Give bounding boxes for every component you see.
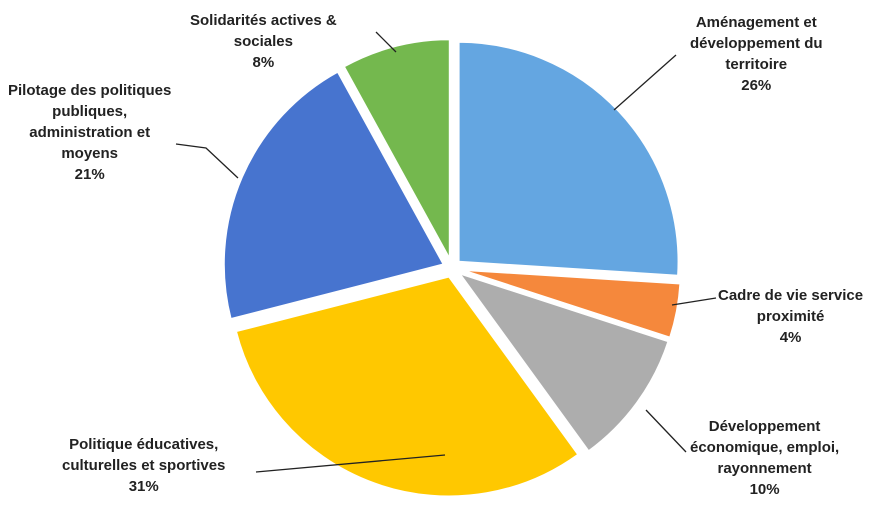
leader-line-politique-educatives [255, 454, 446, 473]
slice-value-politique-educatives: 31% [128, 478, 159, 495]
pie-slice-cadre-de-vie [460, 268, 682, 339]
slice-label-cadre-de-vie-line-1: Cadre de vie service [718, 287, 864, 304]
slice-value-developpement: 10% [749, 481, 780, 498]
slice-label-solidarites-line-1: Solidarités actives & [190, 12, 337, 29]
pie-slice-politique-educatives [234, 275, 580, 498]
slice-label-developpement: Développement économique, emploi, rayonn… [690, 416, 839, 500]
slice-label-developpement-line-2: économique, emploi, [690, 439, 840, 456]
leader-lines [175, 31, 717, 473]
slice-label-politique-educatives: Politique éducatives, culturelles et spo… [62, 434, 225, 497]
slice-label-developpement-line-1: Développement [708, 418, 821, 435]
pie-slices [222, 38, 682, 498]
slice-label-solidarites-line-2: sociales [233, 33, 293, 50]
slice-label-pilotage-line-3: administration et [29, 124, 151, 141]
slice-label-politique-educatives-line-2: culturelles et sportives [62, 457, 226, 474]
slice-label-developpement-line-3: rayonnement [717, 460, 812, 477]
slice-value-amenagement: 26% [741, 77, 772, 94]
slice-label-pilotage: Pilotage des politiques publiques, admin… [8, 80, 171, 185]
pie-slice-amenagement [457, 40, 680, 277]
slice-label-pilotage-line-2: publiques, [52, 103, 128, 120]
slice-label-solidarites: Solidarités actives & sociales 8% [190, 10, 337, 73]
slice-value-cadre-de-vie: 4% [779, 329, 802, 346]
slice-label-cadre-de-vie-line-2: proximité [756, 308, 825, 325]
slice-label-amenagement-line-2: développement du [690, 35, 823, 52]
leader-line-amenagement [613, 54, 677, 111]
slice-value-pilotage: 21% [74, 166, 105, 183]
slice-label-amenagement-line-1: Aménagement et [695, 14, 817, 31]
leader-line-solidarites [375, 31, 397, 53]
slice-label-politique-educatives-line-1: Politique éducatives, [69, 436, 219, 453]
slice-label-cadre-de-vie: Cadre de vie service proximité 4% [718, 285, 863, 348]
pie-slice-pilotage [222, 70, 446, 321]
leader-line-pilotage [175, 143, 239, 179]
slice-label-pilotage-line-4: moyens [61, 145, 119, 162]
leader-line-developpement [645, 409, 687, 453]
slice-label-amenagement: Aménagement et développement du territoi… [690, 12, 823, 96]
pie-slice-developpement [456, 271, 670, 453]
pie-slice-solidarites [342, 38, 451, 260]
leader-line-cadre-de-vie [671, 297, 717, 306]
slice-label-pilotage-line-1: Pilotage des politiques [8, 82, 172, 99]
slice-value-solidarites: 8% [252, 54, 275, 71]
slice-label-amenagement-line-3: territoire [725, 56, 788, 73]
